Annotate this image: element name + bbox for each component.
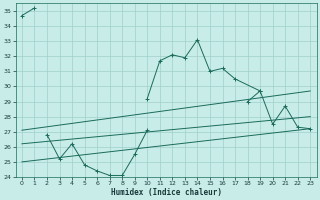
X-axis label: Humidex (Indice chaleur): Humidex (Indice chaleur) — [111, 188, 221, 197]
